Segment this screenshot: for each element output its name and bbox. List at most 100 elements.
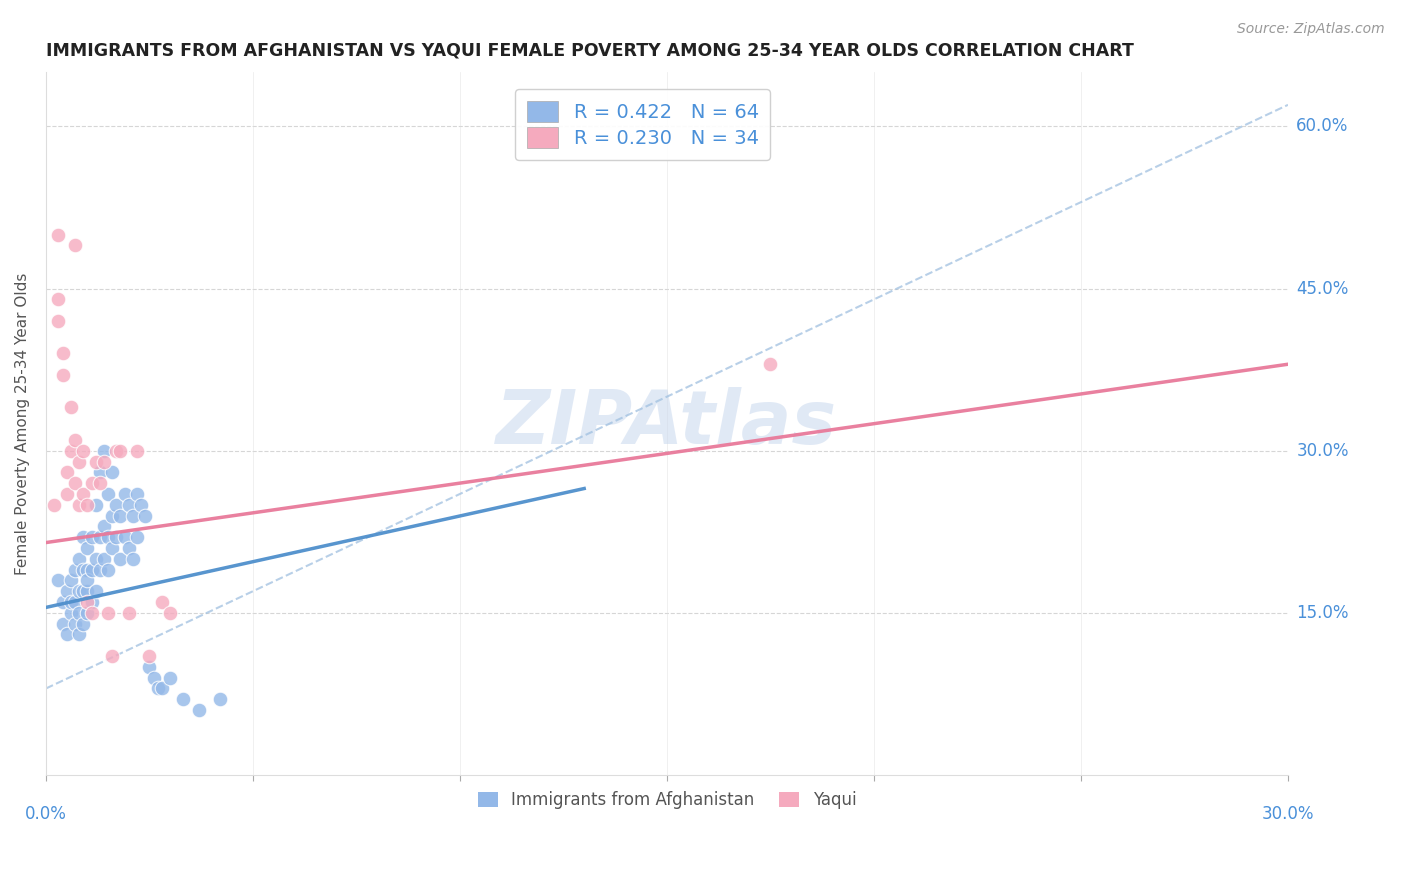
Point: [63, 476, 86, 491]
Point: [76, 606, 98, 620]
Point: [67, 627, 90, 641]
Point: [93, 443, 115, 458]
Point: [80, 595, 103, 609]
Point: [48, 227, 70, 242]
Text: IMMIGRANTS FROM AFGHANISTAN VS YAQUI FEMALE POVERTY AMONG 25-34 YEAR OLDS CORREL: IMMIGRANTS FROM AFGHANISTAN VS YAQUI FEM…: [46, 42, 1133, 60]
Point: [72, 487, 94, 501]
Text: 15.0%: 15.0%: [1296, 604, 1348, 622]
Point: [80, 563, 103, 577]
Text: ZIPAtlas: ZIPAtlas: [496, 387, 838, 460]
Point: [55, 627, 77, 641]
Point: [114, 530, 136, 544]
Point: [125, 530, 148, 544]
Text: Source: ZipAtlas.com: Source: ZipAtlas.com: [1237, 22, 1385, 37]
Point: [51, 368, 73, 382]
Point: [55, 487, 77, 501]
Text: 45.0%: 45.0%: [1296, 279, 1348, 298]
Point: [142, 671, 165, 685]
Point: [97, 487, 120, 501]
Text: 0.0%: 0.0%: [25, 805, 67, 823]
Point: [93, 454, 115, 468]
Point: [63, 616, 86, 631]
Point: [89, 476, 111, 491]
Point: [76, 563, 98, 577]
Point: [63, 595, 86, 609]
Point: [101, 648, 124, 663]
Point: [67, 584, 90, 599]
Point: [146, 681, 169, 696]
Point: [122, 551, 145, 566]
Point: [138, 648, 160, 663]
Point: [48, 314, 70, 328]
Point: [89, 530, 111, 544]
Point: [84, 584, 107, 599]
Point: [84, 498, 107, 512]
Point: [72, 530, 94, 544]
Point: [110, 443, 132, 458]
Point: [76, 498, 98, 512]
Point: [59, 606, 82, 620]
Point: [118, 541, 141, 555]
Point: [63, 238, 86, 252]
Point: [59, 401, 82, 415]
Point: [72, 563, 94, 577]
Point: [114, 487, 136, 501]
Point: [93, 519, 115, 533]
Point: [72, 616, 94, 631]
Point: [110, 551, 132, 566]
Point: [105, 530, 128, 544]
Point: [101, 465, 124, 479]
Point: [118, 606, 141, 620]
Point: [48, 574, 70, 588]
Point: [97, 563, 120, 577]
Point: [51, 595, 73, 609]
Point: [172, 692, 194, 706]
Point: [150, 681, 173, 696]
Point: [101, 508, 124, 523]
Text: 30.0%: 30.0%: [1261, 805, 1315, 823]
Point: [59, 574, 82, 588]
Point: [76, 595, 98, 609]
Point: [80, 530, 103, 544]
Point: [138, 660, 160, 674]
Point: [89, 563, 111, 577]
Point: [67, 606, 90, 620]
Point: [101, 541, 124, 555]
Point: [76, 541, 98, 555]
Point: [110, 508, 132, 523]
Point: [122, 508, 145, 523]
Point: [118, 498, 141, 512]
Point: [55, 584, 77, 599]
Point: [159, 606, 181, 620]
Point: [80, 606, 103, 620]
Y-axis label: Female Poverty Among 25-34 Year Olds: Female Poverty Among 25-34 Year Olds: [15, 272, 30, 574]
Point: [67, 498, 90, 512]
Point: [76, 584, 98, 599]
Point: [48, 293, 70, 307]
Point: [150, 595, 173, 609]
Point: [67, 551, 90, 566]
Point: [759, 357, 782, 371]
Point: [84, 551, 107, 566]
Point: [67, 454, 90, 468]
Point: [55, 465, 77, 479]
Point: [51, 346, 73, 360]
Point: [72, 443, 94, 458]
Point: [125, 487, 148, 501]
Text: 60.0%: 60.0%: [1296, 118, 1348, 136]
Point: [134, 508, 156, 523]
Point: [80, 476, 103, 491]
Point: [105, 498, 128, 512]
Point: [89, 465, 111, 479]
Point: [63, 433, 86, 447]
Point: [125, 443, 148, 458]
Point: [59, 595, 82, 609]
Point: [84, 454, 107, 468]
Point: [76, 574, 98, 588]
Point: [51, 616, 73, 631]
Point: [159, 671, 181, 685]
Point: [72, 584, 94, 599]
Point: [97, 530, 120, 544]
Point: [93, 551, 115, 566]
Point: [44, 498, 66, 512]
